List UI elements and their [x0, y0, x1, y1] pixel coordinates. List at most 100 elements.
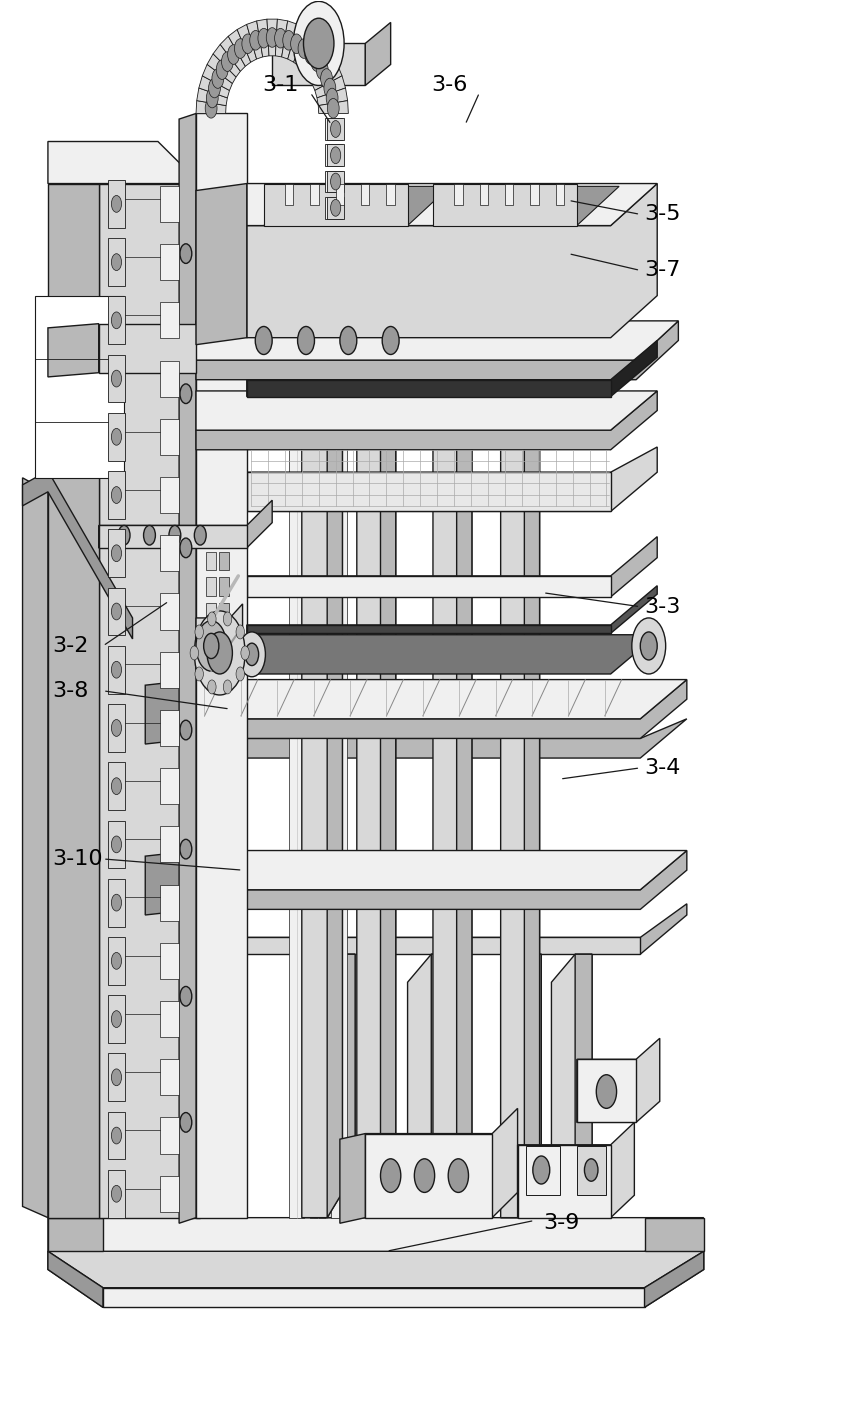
Circle shape — [283, 31, 295, 51]
Circle shape — [111, 661, 121, 678]
Polygon shape — [431, 955, 448, 1217]
Polygon shape — [644, 1251, 704, 1307]
Circle shape — [584, 1158, 598, 1181]
Polygon shape — [525, 955, 542, 1217]
Polygon shape — [196, 680, 687, 719]
Polygon shape — [325, 197, 342, 219]
Circle shape — [205, 98, 217, 118]
Polygon shape — [331, 365, 346, 1217]
Circle shape — [321, 69, 333, 88]
Polygon shape — [160, 943, 179, 979]
Polygon shape — [338, 955, 355, 1217]
Polygon shape — [48, 1217, 704, 1251]
Polygon shape — [454, 184, 463, 205]
Circle shape — [180, 1112, 192, 1132]
Circle shape — [195, 667, 204, 681]
Circle shape — [111, 428, 121, 445]
Polygon shape — [48, 491, 132, 1217]
Polygon shape — [501, 338, 540, 1217]
Polygon shape — [247, 472, 610, 511]
Polygon shape — [433, 184, 576, 226]
Polygon shape — [160, 1175, 179, 1212]
Polygon shape — [108, 646, 125, 694]
Circle shape — [111, 835, 121, 852]
Polygon shape — [98, 500, 273, 548]
Polygon shape — [48, 1251, 704, 1307]
Circle shape — [326, 88, 338, 108]
Polygon shape — [457, 338, 472, 1217]
Circle shape — [294, 1, 344, 86]
Polygon shape — [220, 37, 245, 72]
Polygon shape — [365, 1133, 492, 1217]
Polygon shape — [247, 21, 262, 59]
Polygon shape — [310, 184, 318, 205]
Polygon shape — [196, 851, 687, 910]
Polygon shape — [501, 955, 542, 1217]
Circle shape — [380, 1158, 401, 1192]
Polygon shape — [299, 37, 324, 72]
Polygon shape — [160, 302, 179, 338]
Polygon shape — [196, 604, 243, 674]
Polygon shape — [199, 76, 229, 98]
Circle shape — [256, 327, 273, 354]
Circle shape — [194, 525, 206, 545]
Polygon shape — [317, 88, 347, 105]
Polygon shape — [247, 184, 657, 338]
Text: 3-7: 3-7 — [644, 260, 681, 281]
Polygon shape — [264, 187, 450, 226]
Text: 3-6: 3-6 — [431, 76, 468, 95]
Polygon shape — [160, 710, 179, 746]
Circle shape — [111, 487, 121, 504]
Polygon shape — [518, 1144, 610, 1217]
Polygon shape — [644, 1217, 704, 1251]
Polygon shape — [365, 1108, 518, 1217]
Circle shape — [111, 1011, 121, 1028]
Polygon shape — [160, 1001, 179, 1038]
Polygon shape — [380, 338, 396, 1217]
Bar — [219, 602, 229, 621]
Polygon shape — [576, 1039, 660, 1122]
Polygon shape — [196, 184, 247, 345]
Circle shape — [330, 199, 340, 216]
Circle shape — [258, 28, 270, 48]
Circle shape — [222, 52, 233, 72]
Circle shape — [111, 195, 121, 212]
Polygon shape — [327, 145, 344, 166]
Polygon shape — [290, 365, 304, 1217]
Polygon shape — [48, 1251, 704, 1287]
Polygon shape — [294, 29, 316, 66]
Polygon shape — [365, 22, 391, 86]
Polygon shape — [23, 477, 48, 1217]
Circle shape — [111, 1127, 121, 1144]
Polygon shape — [264, 184, 408, 226]
Circle shape — [206, 88, 218, 108]
Text: 3-10: 3-10 — [52, 849, 103, 869]
Text: 3-3: 3-3 — [644, 597, 681, 616]
Circle shape — [236, 625, 245, 639]
Polygon shape — [160, 535, 179, 571]
Circle shape — [330, 173, 340, 190]
Polygon shape — [576, 1059, 636, 1122]
Bar — [206, 628, 216, 646]
Circle shape — [207, 632, 233, 674]
Circle shape — [533, 1155, 550, 1184]
Polygon shape — [160, 361, 179, 396]
Polygon shape — [108, 1053, 125, 1101]
Circle shape — [228, 45, 239, 65]
Polygon shape — [408, 955, 448, 1217]
Polygon shape — [160, 185, 179, 222]
Circle shape — [111, 1068, 121, 1085]
Circle shape — [297, 327, 314, 354]
Polygon shape — [202, 65, 233, 90]
Polygon shape — [196, 390, 657, 449]
Polygon shape — [23, 470, 132, 639]
Text: 3-5: 3-5 — [644, 205, 681, 225]
Polygon shape — [48, 1217, 103, 1251]
Polygon shape — [480, 184, 488, 205]
Text: 3-1: 3-1 — [262, 76, 299, 95]
Circle shape — [111, 952, 121, 969]
Polygon shape — [48, 324, 98, 376]
Polygon shape — [196, 938, 640, 955]
Polygon shape — [247, 341, 657, 396]
Bar — [219, 552, 229, 570]
